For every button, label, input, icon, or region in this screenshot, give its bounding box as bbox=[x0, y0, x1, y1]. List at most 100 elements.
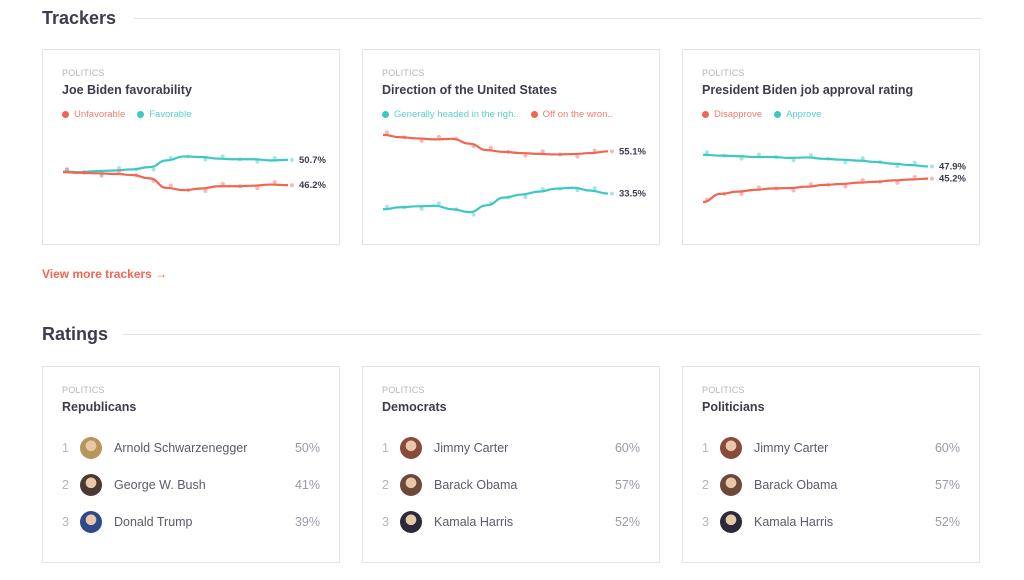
rating-percent: 39% bbox=[294, 515, 320, 529]
legend-dot-icon bbox=[382, 110, 389, 118]
poll-point bbox=[151, 167, 156, 172]
chart-legend: Disapprove Approve bbox=[702, 109, 821, 120]
final-value-label: 50.7% bbox=[299, 155, 326, 166]
ranking-row[interactable]: 2 Barack Obama 57% bbox=[702, 474, 960, 496]
poll-point bbox=[99, 173, 104, 178]
person-name: Kamala Harris bbox=[754, 515, 834, 529]
poll-point bbox=[592, 148, 597, 153]
poll-point bbox=[290, 157, 294, 162]
ranking-row[interactable]: 2 George W. Bush 41% bbox=[62, 474, 320, 496]
legend-label: Favorable bbox=[149, 109, 192, 120]
poll-point bbox=[203, 189, 208, 193]
avatar bbox=[80, 511, 102, 533]
rating-percent: 52% bbox=[614, 515, 640, 529]
rank-number: 2 bbox=[382, 478, 389, 492]
rank-number: 1 bbox=[62, 441, 69, 455]
legend-label: Generally headed in the righ.. bbox=[394, 109, 519, 120]
poll-point bbox=[843, 184, 848, 189]
series-line-approve bbox=[702, 153, 929, 168]
tracker-card[interactable]: POLITICS Direction of the United States … bbox=[362, 49, 660, 245]
poll-point bbox=[756, 152, 761, 157]
poll-point bbox=[739, 156, 744, 161]
person-name: Donald Trump bbox=[114, 515, 193, 529]
card-category: POLITICS bbox=[62, 68, 105, 78]
poll-point bbox=[220, 181, 225, 186]
poll-point bbox=[912, 175, 917, 179]
final-value-label: 47.9% bbox=[939, 161, 966, 172]
legend-dot-icon bbox=[530, 110, 538, 118]
final-value-label: 33.5% bbox=[619, 189, 646, 200]
poll-point bbox=[385, 130, 389, 135]
rank-number: 1 bbox=[382, 441, 389, 455]
trend-chart: 55.1% 33.5% bbox=[382, 130, 646, 217]
legend-item: Disapprove bbox=[702, 109, 762, 120]
ranking-row[interactable]: 1 Jimmy Carter 60% bbox=[382, 437, 640, 459]
poll-point bbox=[255, 186, 260, 191]
rank-number: 2 bbox=[62, 478, 69, 492]
tracker-card[interactable]: POLITICS Joe Biden favorability Unfavora… bbox=[42, 49, 340, 245]
rating-card[interactable]: POLITICS Democrats 1 Jimmy Carter 60% 2 … bbox=[362, 366, 660, 563]
poll-point bbox=[860, 178, 865, 183]
legend-dot-icon bbox=[774, 110, 782, 118]
ranking-row[interactable]: 3 Kamala Harris 52% bbox=[382, 511, 640, 533]
poll-point bbox=[523, 153, 528, 158]
view-more-trackers-link[interactable]: View more trackers → bbox=[42, 267, 168, 281]
chart-legend: Generally headed in the righ.. Off on the… bbox=[382, 109, 613, 120]
poll-point bbox=[895, 180, 900, 185]
poll-point bbox=[203, 157, 208, 162]
poll-point bbox=[912, 160, 917, 165]
poll-point bbox=[272, 180, 277, 185]
poll-point bbox=[220, 154, 225, 159]
legend-dot-icon bbox=[137, 110, 145, 118]
card-title: Joe Biden favorability bbox=[62, 83, 192, 97]
avatar bbox=[400, 474, 422, 496]
poll-point bbox=[436, 201, 441, 206]
ranking-row[interactable]: 1 Arnold Schwarzenegger 50% bbox=[62, 437, 320, 459]
avatar bbox=[400, 437, 422, 459]
poll-point bbox=[488, 145, 493, 150]
rank-number: 1 bbox=[702, 441, 709, 455]
poll-point bbox=[168, 183, 173, 188]
tracker-card[interactable]: POLITICS President Biden job approval ra… bbox=[682, 49, 980, 245]
ranking-row[interactable]: 2 Barack Obama 57% bbox=[382, 474, 640, 496]
ranking-row[interactable]: 3 Donald Trump 39% bbox=[62, 511, 320, 533]
card-category: POLITICS bbox=[382, 385, 425, 395]
card-title: Republicans bbox=[62, 400, 137, 414]
poll-point bbox=[419, 138, 424, 143]
rank-number: 2 bbox=[702, 478, 709, 492]
person-name: Barack Obama bbox=[434, 478, 518, 492]
poll-point bbox=[930, 164, 934, 169]
series-line-generally-headed-in-the-right-direction bbox=[382, 186, 609, 214]
card-category: POLITICS bbox=[702, 385, 745, 395]
poll-point bbox=[65, 167, 69, 172]
card-title: Democrats bbox=[382, 400, 447, 414]
card-category: POLITICS bbox=[62, 385, 105, 395]
person-name: Barack Obama bbox=[754, 478, 838, 492]
poll-point bbox=[272, 155, 277, 160]
rank-number: 3 bbox=[702, 515, 709, 529]
avatar bbox=[80, 474, 102, 496]
chart-legend: Unfavorable Favorable bbox=[62, 109, 191, 120]
poll-point bbox=[436, 134, 441, 139]
poll-point bbox=[575, 154, 580, 159]
rating-card[interactable]: POLITICS Republicans 1 Arnold Schwarzene… bbox=[42, 366, 340, 563]
rating-card[interactable]: POLITICS Politicians 1 Jimmy Carter 60% … bbox=[682, 366, 980, 563]
avatar bbox=[720, 437, 742, 459]
ranking-row[interactable]: 1 Jimmy Carter 60% bbox=[702, 437, 960, 459]
rating-percent: 60% bbox=[614, 441, 640, 455]
poll-point bbox=[540, 149, 545, 154]
person-name: Arnold Schwarzenegger bbox=[114, 441, 248, 455]
poll-point bbox=[385, 204, 389, 209]
poll-point bbox=[610, 191, 614, 196]
card-title: President Biden job approval rating bbox=[702, 83, 914, 97]
rating-percent: 57% bbox=[934, 478, 960, 492]
person-name: Jimmy Carter bbox=[754, 441, 829, 455]
legend-item: Off on the wron.. bbox=[530, 109, 613, 120]
poll-point bbox=[808, 152, 813, 157]
ranking-row[interactable]: 3 Kamala Harris 52% bbox=[702, 511, 960, 533]
poll-point bbox=[471, 212, 476, 217]
person-name: Kamala Harris bbox=[434, 515, 514, 529]
person-name: George W. Bush bbox=[114, 478, 206, 492]
rank-number: 3 bbox=[62, 515, 69, 529]
poll-point bbox=[739, 192, 744, 197]
